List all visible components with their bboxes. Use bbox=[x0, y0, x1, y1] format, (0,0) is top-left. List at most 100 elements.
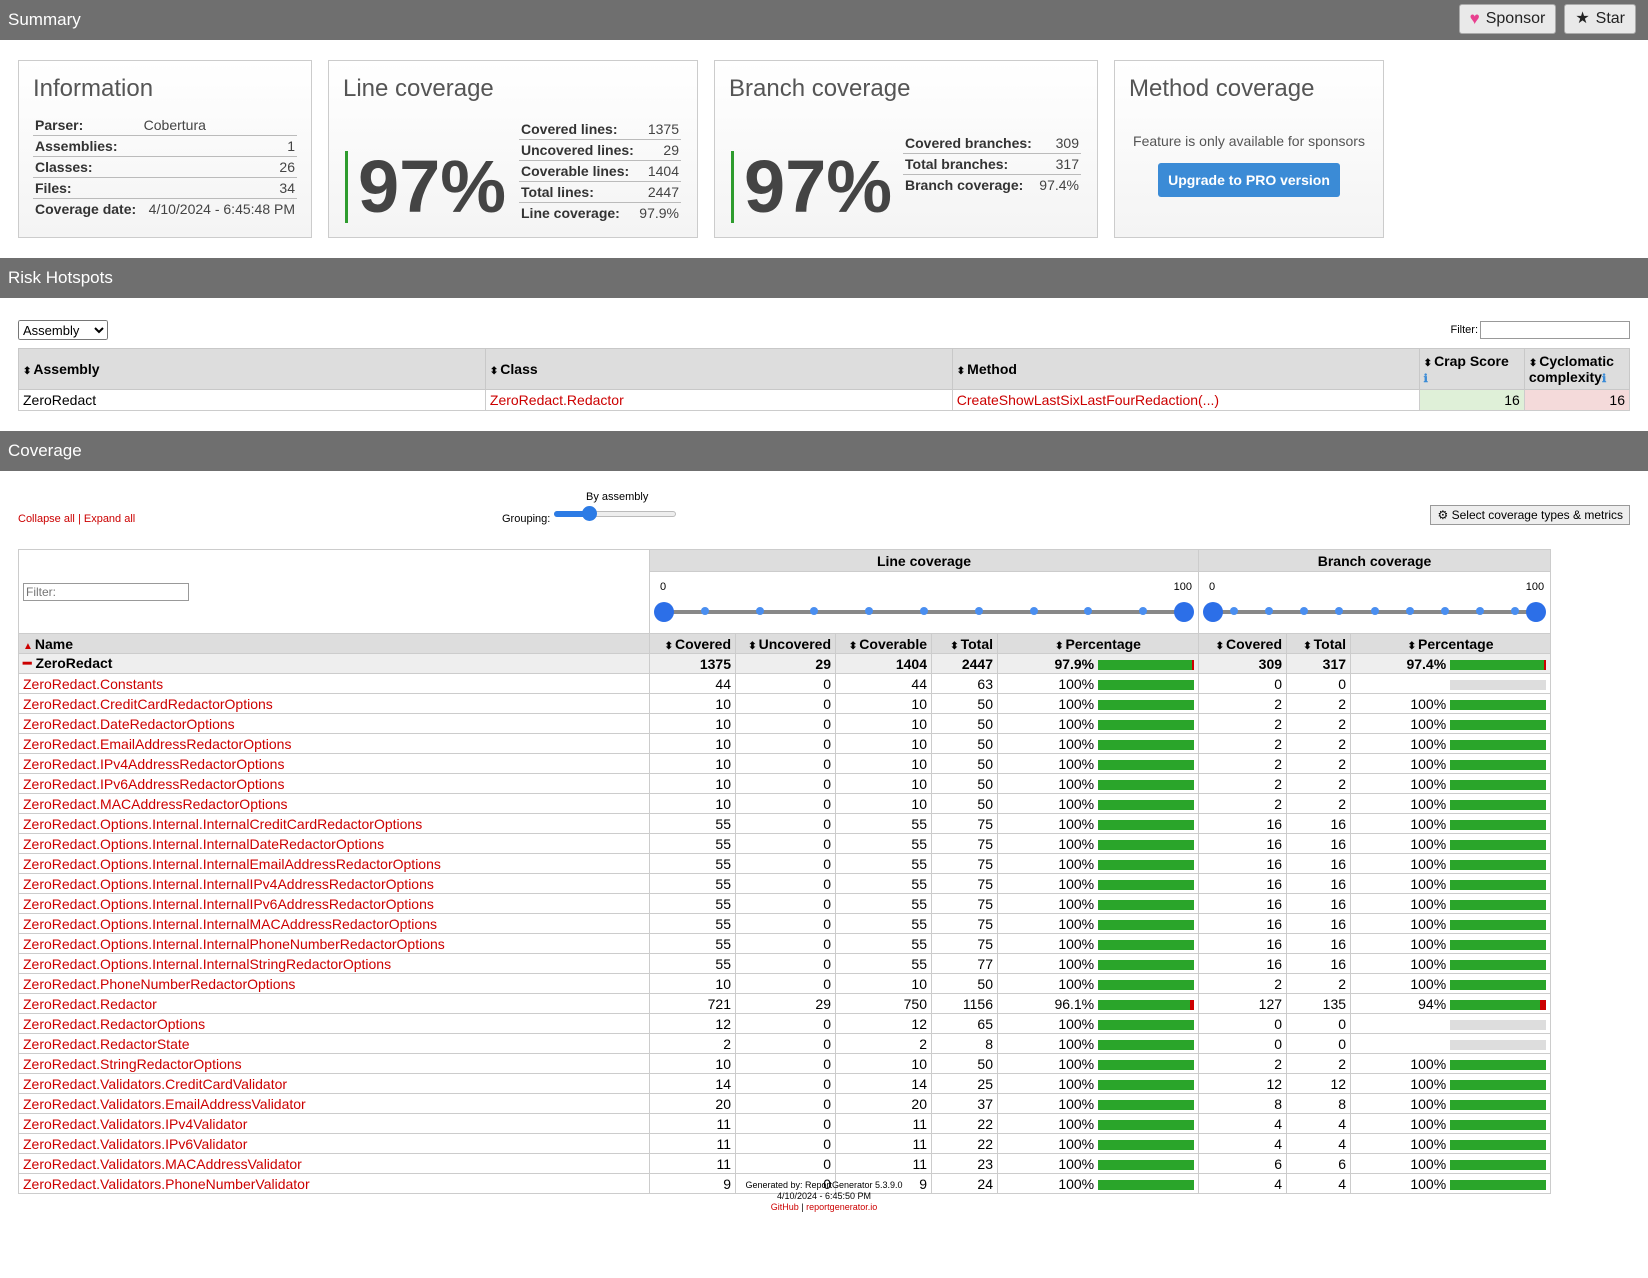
risk-col-class[interactable]: ⬍ Class bbox=[484, 348, 953, 390]
risk-class-link[interactable]: ZeroRedact.Redactor bbox=[489, 392, 624, 408]
coverage-filter-input[interactable] bbox=[23, 582, 189, 601]
class-link[interactable]: ZeroRedact.Options.Internal.InternalIPv6… bbox=[23, 895, 434, 912]
github-link[interactable]: GitHub bbox=[770, 1202, 799, 1212]
branch-range-min-handle[interactable] bbox=[1203, 601, 1224, 622]
risk-col-method[interactable]: ⬍ Method bbox=[951, 348, 1420, 390]
class-branch-covered: 2 bbox=[1198, 713, 1288, 734]
class-link[interactable]: ZeroRedact.Options.Internal.InternalMACA… bbox=[23, 915, 437, 932]
class-link[interactable]: ZeroRedact.Validators.PhoneNumberValidat… bbox=[23, 1175, 310, 1192]
risk-filter-input[interactable] bbox=[1480, 321, 1630, 339]
class-branch-pct: 100% bbox=[1410, 775, 1447, 792]
col-branch-covered[interactable]: ⬍ Covered bbox=[1198, 633, 1288, 654]
class-name-cell: ZeroRedact.DateRedactorOptions bbox=[18, 713, 650, 734]
class-branch-bar bbox=[1450, 1119, 1547, 1130]
col-covered[interactable]: ⬍ Covered bbox=[649, 633, 736, 654]
col-label: Coverable bbox=[859, 635, 927, 652]
class-link[interactable]: ZeroRedact.Options.Internal.InternalCred… bbox=[23, 815, 423, 832]
col-total[interactable]: ⬍ Total bbox=[931, 633, 998, 654]
col-coverable[interactable]: ⬍ Coverable bbox=[835, 633, 932, 654]
info-row: Coverage date: 4/10/2024 - 6:45:48 PM bbox=[33, 199, 297, 220]
class-total: 50 bbox=[931, 793, 998, 814]
assembly-branch-total: 317 bbox=[1286, 653, 1352, 674]
class-branch-pct: 100% bbox=[1410, 815, 1447, 832]
class-link[interactable]: ZeroRedact.Options.Internal.InternalEmai… bbox=[23, 855, 441, 872]
info-icon[interactable]: ℹ bbox=[1423, 373, 1428, 385]
risk-grouping-select[interactable]: Assembly bbox=[18, 320, 108, 340]
class-link[interactable]: ZeroRedact.Options.Internal.InternalIPv4… bbox=[23, 875, 434, 892]
risk-col-crap[interactable]: ⬍ Crap Score ℹ bbox=[1418, 348, 1525, 390]
class-link[interactable]: ZeroRedact.PhoneNumberRedactorOptions bbox=[23, 975, 296, 992]
reportgenerator-link[interactable]: reportgenerator.io bbox=[806, 1202, 878, 1212]
star-button[interactable]: ★ Star bbox=[1564, 4, 1636, 34]
assembly-name-cell[interactable]: ━ ZeroRedact bbox=[18, 653, 650, 674]
class-link[interactable]: ZeroRedact.Options.Internal.InternalStri… bbox=[23, 955, 392, 972]
line-range-max-handle[interactable] bbox=[1174, 601, 1195, 622]
class-total: 1156 bbox=[931, 993, 998, 1014]
sponsor-button[interactable]: ♥ Sponsor bbox=[1458, 4, 1557, 34]
class-row: ZeroRedact.Options.Internal.InternalStri… bbox=[18, 953, 1552, 974]
branch-range-max-handle[interactable] bbox=[1526, 601, 1547, 622]
col-name[interactable]: ▲ Name bbox=[18, 633, 650, 654]
class-link[interactable]: ZeroRedact.Validators.IPv4Validator bbox=[23, 1115, 248, 1132]
class-covered: 10 bbox=[649, 1053, 736, 1074]
class-link[interactable]: ZeroRedact.EmailAddressRedactorOptions bbox=[23, 735, 292, 752]
class-link[interactable]: ZeroRedact.IPv4AddressRedactorOptions bbox=[23, 755, 285, 772]
class-link[interactable]: ZeroRedact.IPv6AddressRedactorOptions bbox=[23, 775, 285, 792]
class-link[interactable]: ZeroRedact.RedactorState bbox=[23, 1035, 190, 1052]
branch-coverage-title: Branch coverage bbox=[729, 75, 911, 102]
class-link[interactable]: ZeroRedact.Options.Internal.InternalDate… bbox=[23, 835, 385, 852]
risk-col-assembly[interactable]: ⬍ Assembly bbox=[18, 348, 486, 390]
class-branch-covered: 2 bbox=[1198, 753, 1288, 774]
class-line-pct-cell: 100% bbox=[996, 773, 1200, 794]
class-branch-pct: 100% bbox=[1410, 735, 1447, 752]
class-covered: 10 bbox=[649, 793, 736, 814]
grouping-slider-handle[interactable] bbox=[582, 506, 597, 521]
branch-range-slider[interactable]: 0 100 bbox=[1200, 573, 1550, 633]
line-range-min-handle[interactable] bbox=[654, 601, 674, 622]
kv-label: Line coverage: bbox=[521, 205, 620, 221]
col-uncovered[interactable]: ⬍ Uncovered bbox=[735, 633, 836, 654]
column-header-row: ▲ Name ⬍ Covered ⬍ Uncovered ⬍ Coverable ⬍ To… bbox=[18, 633, 1552, 654]
class-link[interactable]: ZeroRedact.RedactorOptions bbox=[23, 1015, 206, 1032]
class-link[interactable]: ZeroRedact.Validators.CreditCardValidato… bbox=[23, 1075, 288, 1092]
upgrade-pro-button[interactable]: Upgrade to PRO version bbox=[1158, 163, 1340, 197]
risk-filter-label: Filter: bbox=[1450, 324, 1479, 336]
class-uncovered: 0 bbox=[735, 973, 836, 994]
class-row: ZeroRedact.IPv6AddressRedactorOptions 10 0… bbox=[18, 773, 1552, 794]
class-branch-pct-cell: 100% bbox=[1350, 933, 1552, 954]
class-link[interactable]: ZeroRedact.Redactor bbox=[23, 995, 157, 1012]
line-range-slider[interactable]: 0 100 bbox=[651, 573, 1198, 633]
class-branch-covered: 16 bbox=[1198, 813, 1288, 834]
class-link[interactable]: ZeroRedact.Validators.IPv6Validator bbox=[23, 1135, 248, 1152]
expand-all-link[interactable]: Expand all bbox=[83, 513, 136, 525]
class-link[interactable]: ZeroRedact.Options.Internal.InternalPhon… bbox=[23, 935, 445, 952]
class-total: 63 bbox=[931, 673, 998, 694]
class-name-cell: ZeroRedact.Validators.PhoneNumberValidat… bbox=[18, 1173, 650, 1194]
class-link[interactable]: ZeroRedact.MACAddressRedactorOptions bbox=[23, 795, 288, 812]
class-branch-pct-cell: 100% bbox=[1350, 953, 1552, 974]
info-icon[interactable]: ℹ bbox=[1601, 373, 1607, 385]
sponsor-note: Feature is only available for sponsors bbox=[1133, 133, 1365, 149]
col-branch-percentage[interactable]: ⬍ Percentage bbox=[1350, 633, 1552, 654]
class-link[interactable]: ZeroRedact.CreditCardRedactorOptions bbox=[23, 695, 273, 712]
class-link[interactable]: ZeroRedact.Validators.MACAddressValidato… bbox=[23, 1155, 302, 1172]
class-link[interactable]: ZeroRedact.StringRedactorOptions bbox=[23, 1055, 242, 1072]
collapse-all-link[interactable]: Collapse all bbox=[18, 513, 75, 525]
class-link[interactable]: ZeroRedact.Constants bbox=[23, 675, 164, 692]
class-line-pct: 100% bbox=[1058, 1135, 1095, 1152]
class-link[interactable]: ZeroRedact.DateRedactorOptions bbox=[23, 715, 235, 732]
collapse-icon[interactable]: ━ bbox=[23, 655, 32, 671]
class-link[interactable]: ZeroRedact.Validators.EmailAddressValida… bbox=[23, 1095, 306, 1112]
risk-method-link[interactable]: CreateShowLastSixLastFourRedaction(...) bbox=[956, 392, 1220, 408]
assembly-line-bar-miss bbox=[1192, 659, 1195, 670]
class-coverable: 10 bbox=[835, 793, 932, 814]
assembly-row[interactable]: ━ ZeroRedact 1375 29 1404 2447 97.9% 309 … bbox=[18, 653, 1552, 674]
risk-col-cyclomatic[interactable]: ⬍ Cyclomatic complexityℹ bbox=[1523, 348, 1631, 390]
class-branch-pct-cell: 100% bbox=[1350, 1093, 1552, 1114]
class-covered: 12 bbox=[649, 1013, 736, 1034]
col-branch-total[interactable]: ⬍ Total bbox=[1286, 633, 1352, 654]
branch-range-min: 0 bbox=[1209, 580, 1216, 593]
select-metrics-button[interactable]: ⚙ Select coverage types & metrics bbox=[1430, 505, 1630, 525]
col-percentage[interactable]: ⬍ Percentage bbox=[996, 633, 1200, 654]
